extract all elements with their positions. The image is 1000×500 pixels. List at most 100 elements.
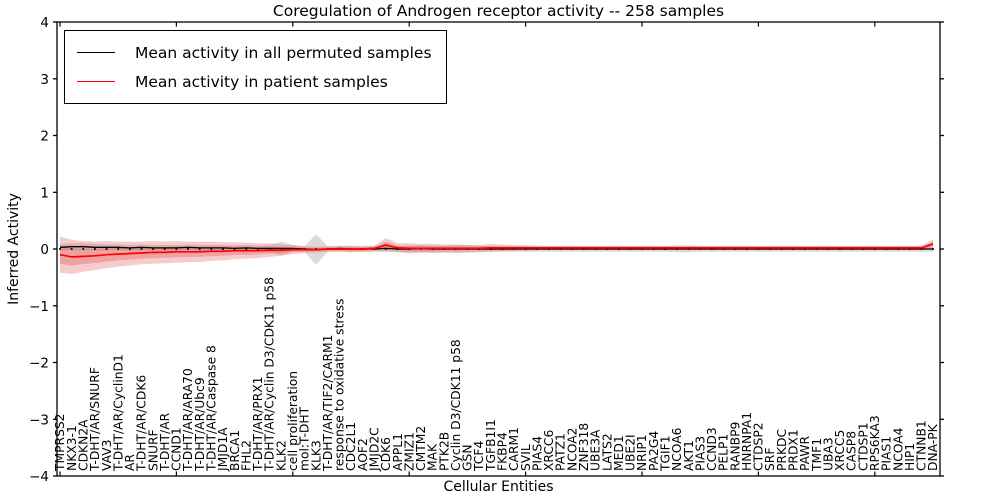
x-tick-label: FKBP4 <box>496 432 510 471</box>
x-tick-label: SNURF <box>146 429 160 471</box>
x-tick-label: TGFB1I1 <box>484 419 498 472</box>
x-tick-label: GSN <box>461 444 475 471</box>
x-tick-label: XRCC6 <box>542 429 556 471</box>
chart-title: Coregulation of Androgen receptor activi… <box>272 2 725 20</box>
red-line-swatch <box>77 81 115 82</box>
x-tick-label: PATZ1 <box>554 433 568 471</box>
y-tick-label: −1 <box>29 299 49 315</box>
patient-std-band <box>60 236 933 274</box>
legend-label-permuted: Mean activity in all permuted samples <box>135 43 432 62</box>
x-tick-label: CDC2L1 <box>344 422 358 471</box>
x-tick-label: DNA-PK <box>926 423 940 471</box>
x-tick-label: PIAS3 <box>693 436 707 471</box>
x-tick-label: JMJD2C <box>368 427 382 472</box>
legend-item-permuted: Mean activity in all permuted samples <box>77 38 432 67</box>
y-tick-label: −2 <box>29 356 49 372</box>
x-tick-label: UBE3A <box>589 429 603 471</box>
x-tick-label: FHL2 <box>239 440 253 471</box>
x-tick-label: TMF1 <box>810 438 824 472</box>
x-tick-label: CMTM2 <box>414 426 428 471</box>
x-tick-label: PIAS4 <box>530 436 544 471</box>
x-tick-label: PA2G4 <box>647 431 661 471</box>
x-tick-label: PRDX1 <box>787 429 801 471</box>
x-tick-label: cell proliferation <box>286 371 300 471</box>
x-tick-label: AR <box>123 454 137 471</box>
x-tick-label: NCOA6 <box>670 427 684 471</box>
x-tick-label: T-DHT/AR <box>158 412 172 472</box>
x-tick-label: response to oxidative stress <box>333 298 347 471</box>
x-tick-label: SVIL <box>519 444 533 471</box>
x-tick-label: NKX3-1 <box>65 425 79 471</box>
x-tick-label: LATS2 <box>600 433 614 471</box>
x-tick-label: MED1 <box>612 435 626 471</box>
x-tick-label: T-DHT/AR/ARA70 <box>181 368 195 472</box>
x-tick-label: AOF2 <box>356 438 370 471</box>
x-tick-label: CCND3 <box>705 427 719 471</box>
x-tick-label: Cyclin D3/CDK11 p58 <box>449 339 463 471</box>
x-tick-label: mol:T-DHT <box>298 406 312 471</box>
x-tick-label: T-DHT/AR/Cyclin D3/CDK11 p58 <box>263 277 277 472</box>
x-tick-label: T-DHT/AR/TIF2/CARM1 <box>321 335 335 472</box>
permuted-mean-line <box>59 246 933 251</box>
x-tick-label: CTDSP1 <box>856 422 870 471</box>
x-tick-label: HNRNPA1 <box>740 412 754 471</box>
x-tick-label: RPS6KA3 <box>868 415 882 471</box>
x-tick-label: CCND1 <box>170 427 184 471</box>
y-tick-label: 0 <box>40 242 49 258</box>
y-tick-label: −4 <box>29 469 49 485</box>
y-axis-label: Inferred Activity <box>6 193 22 305</box>
legend-item-patient: Mean activity in patient samples <box>77 67 432 96</box>
x-tick-label: PRKDC <box>775 429 789 471</box>
x-tick-label: CTDSP2 <box>752 422 766 471</box>
x-tick-label: TMPRSS2 <box>53 413 67 472</box>
x-tick-label: BRCA1 <box>228 430 242 471</box>
x-tick-label: NCOA2 <box>565 428 579 471</box>
y-tick-label: 2 <box>40 129 49 145</box>
black-line-swatch <box>77 52 115 53</box>
x-tick-label: VAV3 <box>100 440 114 472</box>
x-tick-label: ZMIZ1 <box>402 432 416 471</box>
x-tick-label: T-DHT/AR/Caspase 8 <box>205 345 219 472</box>
x-tick-label: AKT1 <box>682 440 696 471</box>
x-tick-label: SRF <box>763 448 777 471</box>
x-tick-label: TCF4 <box>472 441 486 472</box>
x-tick-label: KLK3 <box>309 440 323 471</box>
y-tick-label: 4 <box>40 15 49 31</box>
x-tick-label: CDKN2A <box>77 419 91 471</box>
x-tick-label: T-DHT/AR/CyclinD1 <box>111 354 125 472</box>
x-tick-label: T-DHT/AR/PRX1 <box>251 377 265 473</box>
x-tick-label: KLK2 <box>274 440 288 471</box>
x-tick-label: PELP1 <box>717 434 731 471</box>
y-tick-label: 3 <box>40 72 49 88</box>
x-tick-label: UBA3 <box>821 437 835 471</box>
x-tick-label: NRIP1 <box>635 434 649 471</box>
x-tick-label: CTNNB1 <box>915 420 929 471</box>
y-tick-label: −3 <box>29 412 49 428</box>
x-tick-label: T-DHT/AR/Ubc9 <box>193 377 207 472</box>
x-tick-label: T-DHT/AR/CDK6 <box>135 375 149 472</box>
x-tick-label: PIAS1 <box>880 436 894 471</box>
legend: Mean activity in all permuted samples Me… <box>64 30 447 104</box>
x-tick-label: JMJD1A <box>216 427 230 472</box>
x-tick-label: CDK6 <box>379 437 393 471</box>
x-tick-label: MAK <box>426 443 440 471</box>
x-tick-label: PTK2B <box>437 432 451 471</box>
y-tick-label: 1 <box>40 185 49 201</box>
x-tick-label: XRCC5 <box>833 430 847 471</box>
x-tick-label: APPL1 <box>391 433 405 471</box>
x-tick-label: T-DHT/AR/SNURF <box>88 367 102 472</box>
x-tick-label: CASP8 <box>845 431 859 471</box>
x-tick-label: HIP1 <box>903 443 917 471</box>
patient-mean-line <box>59 243 934 258</box>
x-tick-label: TGIF1 <box>659 435 673 472</box>
x-tick-label: UBE2I <box>624 434 638 471</box>
x-tick-label: RANBP9 <box>728 422 742 471</box>
x-tick-label: NCOA4 <box>891 427 905 471</box>
x-tick-label: PAWR <box>798 435 812 471</box>
legend-label-patient: Mean activity in patient samples <box>135 72 388 91</box>
x-tick-label: CARM1 <box>507 427 521 471</box>
x-axis-label: Cellular Entities <box>443 479 554 495</box>
